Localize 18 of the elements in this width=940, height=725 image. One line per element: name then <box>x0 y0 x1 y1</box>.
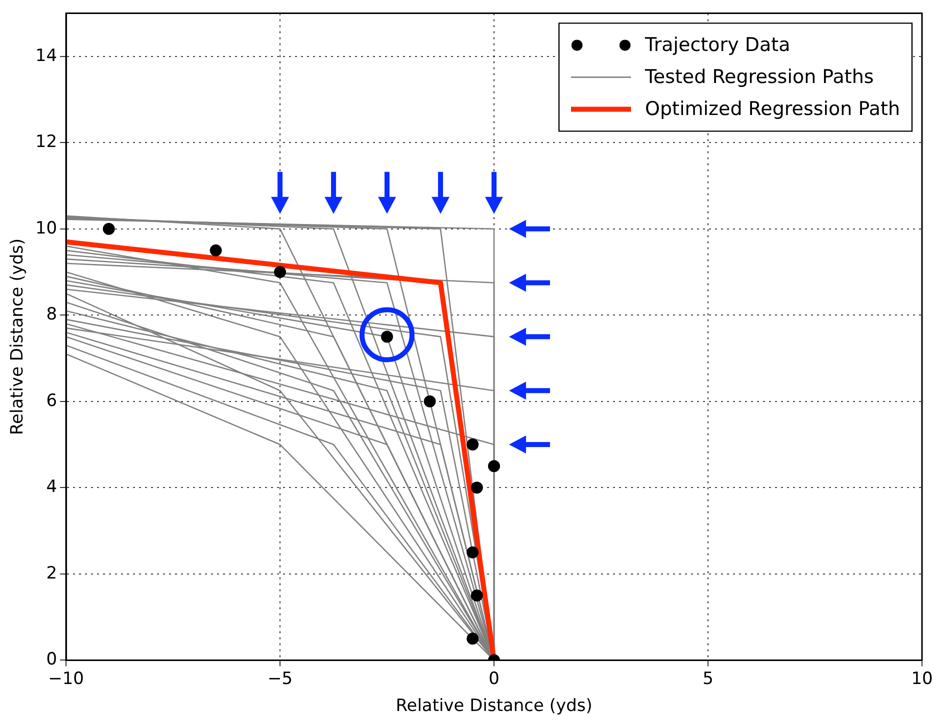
y-tick-label: 6 <box>46 390 58 411</box>
y-tick-label: 2 <box>46 563 58 584</box>
y-tick-label: 12 <box>35 132 58 152</box>
x-tick-label: 5 <box>702 668 714 689</box>
legend-label: Optimized Regression Path <box>645 98 900 120</box>
x-axis-title: Relative Distance (yds) <box>396 696 592 716</box>
x-tick-label: 10 <box>911 668 933 689</box>
legend-label: Trajectory Data <box>644 34 790 56</box>
y-tick-label: 0 <box>46 650 58 670</box>
y-tick-label: 14 <box>35 46 58 66</box>
x-tick-label: 0 <box>488 668 500 689</box>
x-tick-label: −10 <box>48 668 84 689</box>
x-tick-label: −5 <box>267 668 293 689</box>
y-tick-label: 10 <box>35 218 58 238</box>
y-axis-title: Relative Distance (yds) <box>8 238 28 436</box>
y-tick-label: 8 <box>46 304 58 325</box>
y-tick-label: 4 <box>46 477 58 498</box>
legend-label: Tested Regression Paths <box>644 66 874 88</box>
